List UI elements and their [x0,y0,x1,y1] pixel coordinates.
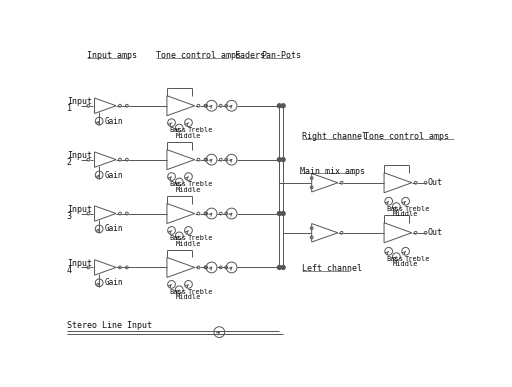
Text: Input: Input [67,259,92,268]
Circle shape [281,158,285,161]
Text: Left channel: Left channel [303,264,362,274]
Text: Gain: Gain [104,171,123,180]
Text: Gain: Gain [104,224,123,233]
Text: Pan-Pots: Pan-Pots [262,51,302,60]
Text: Stereo Line Input: Stereo Line Input [67,322,152,330]
Text: Treble: Treble [188,289,213,295]
Text: Main mix amps: Main mix amps [300,167,365,176]
Text: Input: Input [67,205,92,214]
Text: Input: Input [67,151,92,160]
Text: Tone control amps: Tone control amps [156,51,241,60]
Text: Gain: Gain [104,116,123,126]
Text: Middle: Middle [176,133,201,139]
Text: Bass: Bass [169,127,186,134]
Text: Middle: Middle [176,295,201,300]
Circle shape [281,212,285,216]
Text: Out: Out [428,178,443,187]
Text: Middle: Middle [176,187,201,193]
Text: 1: 1 [67,104,72,113]
Text: Tone control amps: Tone control amps [364,132,449,141]
Text: Gain: Gain [104,278,123,287]
Circle shape [278,265,281,269]
Circle shape [278,104,281,108]
Text: Input amps: Input amps [87,51,137,60]
Text: Bass: Bass [387,256,403,262]
Text: Bass: Bass [169,289,186,295]
Text: Middle: Middle [393,211,418,217]
Text: Bass: Bass [387,206,403,212]
Circle shape [278,158,281,161]
Text: Bass: Bass [169,235,186,241]
Text: Input: Input [67,98,92,106]
Text: Bass: Bass [169,181,186,187]
Text: Out: Out [428,228,443,237]
Text: Treble: Treble [405,256,431,262]
Text: 4: 4 [67,266,72,275]
Text: Treble: Treble [405,206,431,212]
Circle shape [281,265,285,269]
Text: Treble: Treble [188,181,213,187]
Text: 3: 3 [67,212,72,221]
Text: Treble: Treble [188,127,213,134]
Text: Middle: Middle [393,261,418,267]
Circle shape [281,104,285,108]
Text: Middle: Middle [176,241,201,247]
Text: Right channel: Right channel [303,132,368,141]
Text: Faders: Faders [234,51,265,60]
Circle shape [278,212,281,216]
Text: Treble: Treble [188,235,213,241]
Text: 2: 2 [67,158,72,167]
